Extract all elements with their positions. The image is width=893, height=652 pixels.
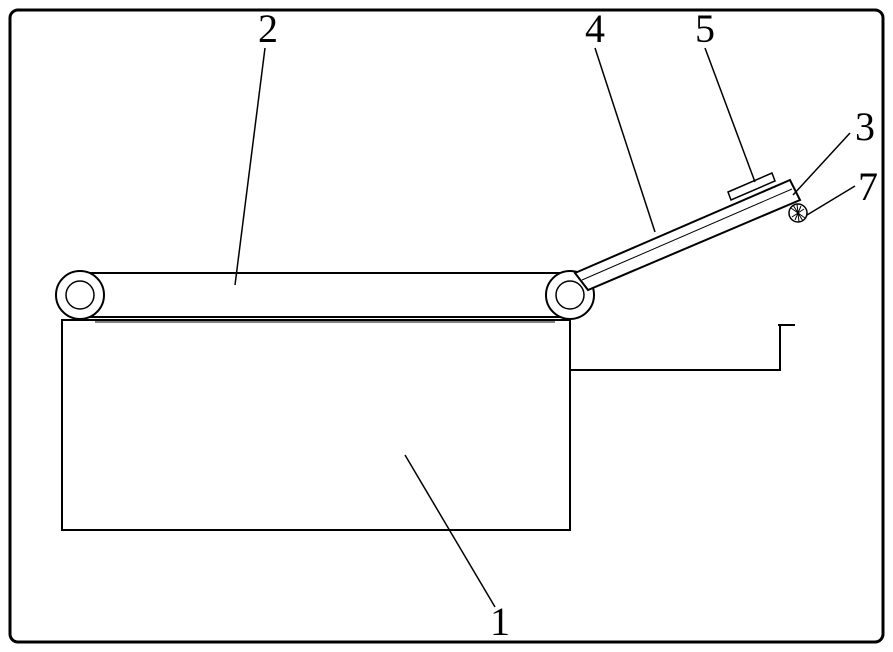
label-4: 4 [585, 6, 605, 51]
leader-4 [595, 48, 655, 232]
ramp-inner-line [582, 189, 792, 280]
leader-7 [807, 186, 855, 215]
right-roller-inner [556, 281, 584, 309]
label-3: 3 [855, 104, 875, 149]
conveyor [56, 271, 594, 322]
label-5: 5 [695, 6, 715, 51]
left-roller-inner [66, 281, 94, 309]
leader-5 [705, 48, 755, 182]
technical-diagram: 2 4 5 3 7 1 [0, 0, 893, 652]
label-2: 2 [258, 6, 278, 51]
ramp-body [575, 180, 800, 290]
right-support [570, 325, 780, 530]
label-7: 7 [858, 164, 878, 209]
leader-3 [793, 133, 850, 195]
label-1: 1 [490, 599, 510, 644]
leader-2 [235, 48, 265, 285]
ramp-assembly [575, 173, 800, 290]
leader-lines [235, 48, 855, 607]
end-bulb [789, 204, 807, 222]
outer-frame [10, 10, 883, 642]
base-block [62, 320, 570, 530]
